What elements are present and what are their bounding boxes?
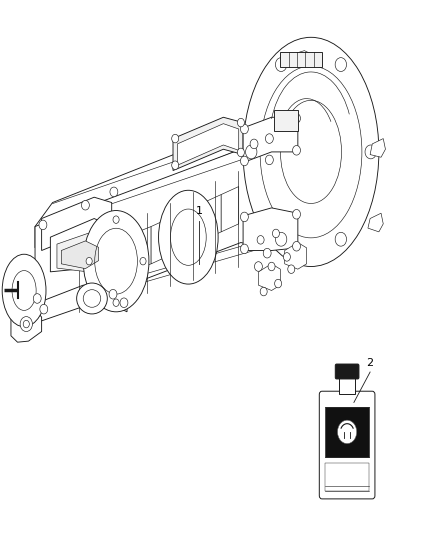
Circle shape [86, 257, 92, 265]
Bar [325, 407, 369, 457]
Circle shape [120, 298, 128, 308]
Circle shape [250, 139, 258, 149]
Ellipse shape [83, 211, 149, 312]
Polygon shape [35, 285, 127, 325]
Circle shape [265, 134, 273, 143]
Ellipse shape [243, 37, 379, 266]
FancyBboxPatch shape [274, 110, 298, 131]
Polygon shape [204, 195, 221, 240]
Ellipse shape [77, 283, 107, 314]
Polygon shape [131, 227, 151, 272]
FancyBboxPatch shape [319, 391, 375, 499]
Polygon shape [243, 208, 298, 251]
Circle shape [293, 146, 300, 155]
Circle shape [33, 294, 41, 303]
Bar [325, 463, 369, 491]
Circle shape [276, 232, 287, 246]
Circle shape [265, 155, 273, 165]
Circle shape [275, 279, 282, 288]
Circle shape [20, 317, 32, 332]
Polygon shape [61, 241, 99, 269]
Polygon shape [285, 243, 307, 269]
Polygon shape [177, 124, 239, 165]
Circle shape [237, 118, 244, 127]
Polygon shape [370, 139, 385, 157]
Text: 1: 1 [196, 206, 203, 216]
Circle shape [272, 229, 279, 238]
Circle shape [140, 257, 146, 265]
Polygon shape [42, 197, 112, 251]
Circle shape [268, 262, 275, 271]
Circle shape [246, 145, 257, 159]
Circle shape [240, 156, 248, 166]
Circle shape [254, 262, 262, 271]
Polygon shape [35, 149, 272, 320]
Circle shape [288, 265, 295, 273]
Ellipse shape [2, 254, 46, 327]
Polygon shape [57, 233, 105, 272]
FancyBboxPatch shape [280, 52, 322, 67]
Polygon shape [287, 51, 315, 67]
Circle shape [240, 124, 248, 134]
Polygon shape [368, 213, 383, 232]
Bar [339, 377, 356, 394]
Polygon shape [221, 187, 239, 232]
Circle shape [237, 148, 244, 157]
Circle shape [283, 253, 290, 261]
Circle shape [365, 145, 376, 159]
Polygon shape [11, 304, 42, 342]
Polygon shape [169, 211, 186, 256]
Circle shape [172, 134, 179, 143]
Circle shape [293, 209, 300, 219]
Circle shape [40, 304, 48, 314]
Polygon shape [35, 128, 272, 248]
Circle shape [113, 216, 119, 223]
FancyBboxPatch shape [336, 364, 359, 379]
Polygon shape [151, 219, 169, 264]
Text: 2: 2 [367, 358, 374, 368]
Circle shape [81, 200, 89, 210]
Circle shape [276, 58, 287, 71]
Circle shape [293, 114, 300, 123]
Circle shape [260, 287, 267, 296]
Circle shape [240, 212, 248, 222]
Circle shape [337, 420, 357, 443]
Circle shape [335, 232, 346, 246]
Circle shape [109, 289, 117, 299]
Polygon shape [186, 203, 204, 248]
Circle shape [110, 187, 118, 197]
Circle shape [113, 299, 119, 306]
Ellipse shape [159, 190, 218, 284]
Circle shape [335, 58, 346, 71]
Circle shape [263, 248, 271, 258]
Polygon shape [50, 219, 112, 272]
Polygon shape [243, 117, 298, 163]
Polygon shape [258, 264, 280, 290]
Polygon shape [173, 117, 243, 171]
Circle shape [293, 241, 300, 251]
Circle shape [172, 161, 179, 169]
Circle shape [240, 244, 248, 254]
Circle shape [257, 236, 264, 244]
Circle shape [39, 220, 47, 230]
